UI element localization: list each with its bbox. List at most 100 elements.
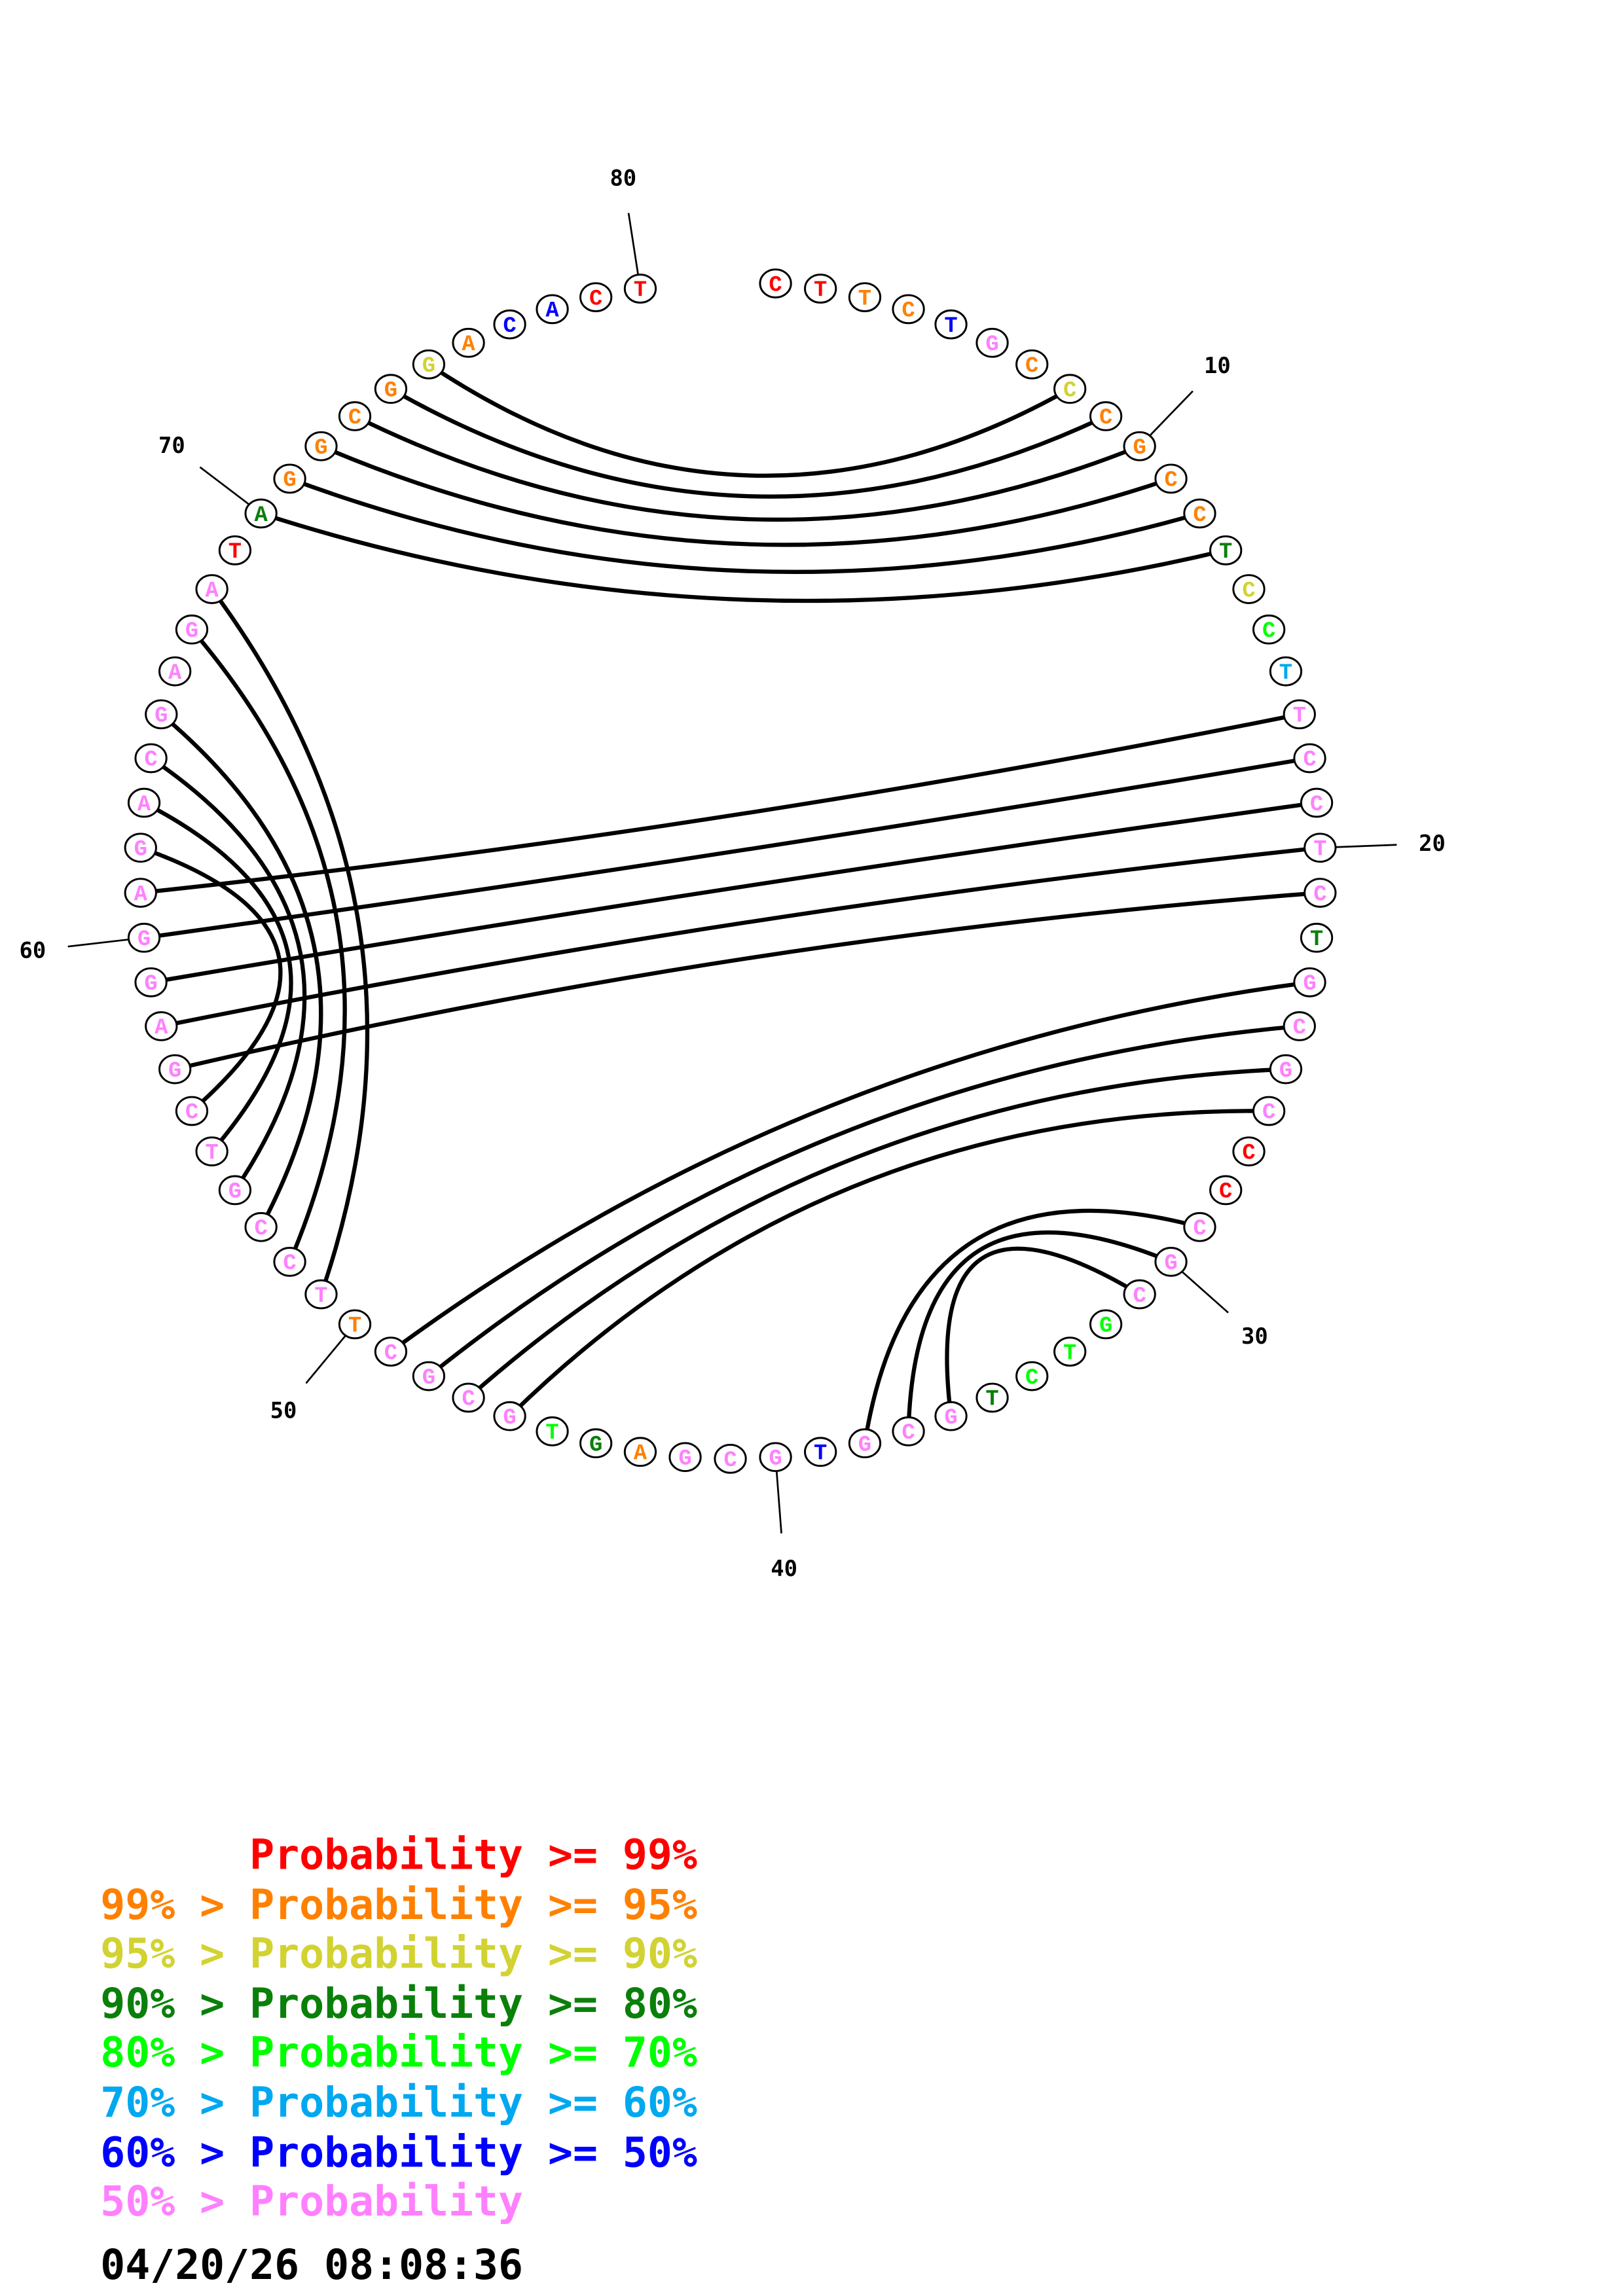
nucleotide-letter: C <box>1133 1284 1146 1309</box>
nucleotide-circle <box>848 282 882 312</box>
tick-leader-line <box>1181 1270 1229 1314</box>
tick-leader-line <box>1149 390 1194 437</box>
legend-line-p80: 90% > Probability >= 80% <box>100 1979 697 2028</box>
nucleotide-letter: G <box>134 837 147 862</box>
nucleotide-letter: C <box>1063 378 1076 403</box>
nucleotide-28: C <box>1209 1175 1243 1206</box>
nucleotide-circle <box>412 1361 446 1391</box>
nucleotide-letter: G <box>1303 972 1316 997</box>
nucleotide-2: T <box>804 274 837 304</box>
nucleotide-letter: C <box>1193 1217 1206 1242</box>
nucleotide-letter: T <box>1279 661 1292 686</box>
nucleotide-51: T <box>304 1279 338 1310</box>
nucleotide-74: G <box>374 374 408 404</box>
position-ticks: 10 20 30 40 50 60 70 80 <box>20 165 1446 1581</box>
base-pair-arc <box>143 756 1311 940</box>
base-pair-arcs <box>139 363 1321 1444</box>
nucleotide-circle <box>759 1442 792 1473</box>
probability-legend: Probability >= 99% 99% > Probability >= … <box>100 1830 697 2289</box>
nucleotide-letter: C <box>902 299 915 324</box>
nucleotide-letter: C <box>384 1341 397 1366</box>
base-pair-arc <box>390 980 1310 1354</box>
nucleotide-21: C <box>1304 878 1337 908</box>
nucleotide-42: G <box>668 1442 702 1473</box>
tick-label: 70 <box>158 433 185 458</box>
nucleotide-76: A <box>452 327 485 358</box>
nucleotide-letter: A <box>137 793 151 817</box>
nucleotide-10: G <box>1123 431 1156 461</box>
nucleotide-circle <box>218 1175 252 1206</box>
tick-label: 40 <box>771 1556 797 1581</box>
base-pair-arc <box>945 1246 1141 1417</box>
nucleotide-4: C <box>892 294 925 325</box>
nucleotide-letter: C <box>283 1251 296 1276</box>
nucleotide-letter: G <box>1099 1314 1112 1339</box>
nucleotide-letter: T <box>985 1388 998 1412</box>
nucleotide-circle <box>1304 878 1337 908</box>
nucleotide-ring: C T T CTGCCCGCCTCCTTCCTCTGCGCCCCGCGTCTGCGTG… <box>124 268 1337 1474</box>
nucleotide-22: T <box>1300 922 1334 953</box>
base-pair-arc <box>149 756 307 1192</box>
nucleotide-72: G <box>304 431 338 461</box>
nucleotide-circle <box>1252 1096 1286 1126</box>
nucleotide-17: T <box>1283 699 1316 730</box>
nucleotide-letter: C <box>1193 503 1206 528</box>
nucleotide-letter: T <box>1310 927 1323 952</box>
nucleotide-letter: T <box>545 1421 558 1446</box>
nucleotide-circle <box>1123 1279 1156 1310</box>
nucleotide-circle <box>623 1437 657 1467</box>
nucleotide-circle <box>124 833 157 863</box>
nucleotide-61: A <box>124 878 157 908</box>
nucleotide-circle <box>412 349 446 380</box>
nucleotide-circle <box>124 878 157 908</box>
nucleotide-circle <box>536 1416 569 1446</box>
nucleotide-29: C <box>1183 1211 1216 1242</box>
nucleotide-34: C <box>1015 1361 1049 1391</box>
nucleotide-55: T <box>195 1136 228 1167</box>
nucleotide-39: T <box>804 1437 837 1467</box>
nucleotide-letter: T <box>944 314 957 339</box>
legend-line-p90: 95% > Probability >= 90% <box>100 1929 697 1977</box>
tick-label: 80 <box>610 165 636 190</box>
nucleotide-59: G <box>134 967 168 997</box>
nucleotide-66: A <box>158 656 192 687</box>
nucleotide-31: C <box>1123 1279 1156 1310</box>
nucleotide-circle <box>892 294 925 325</box>
nucleotide-circle <box>1089 401 1123 431</box>
nucleotide-letter: C <box>1219 1180 1232 1205</box>
nucleotide-letter: G <box>422 354 435 379</box>
nucleotide-69: T <box>218 535 252 565</box>
legend-line-p60: 70% > Probability >= 60% <box>100 2078 697 2126</box>
nucleotide-letter: A <box>205 579 219 603</box>
nucleotide-letter: T <box>1063 1341 1076 1366</box>
nucleotide-letter: T <box>1313 837 1326 862</box>
nucleotide-circle <box>158 656 192 687</box>
nucleotide-circle <box>579 282 613 312</box>
nucleotide-circle <box>892 1416 925 1446</box>
timestamp: 04/20/26 08:08:36 <box>100 2240 523 2289</box>
base-pair-arc <box>428 363 1071 478</box>
tick-label: 50 <box>270 1397 297 1423</box>
nucleotide-letter: G <box>985 332 998 357</box>
nucleotide-letter: T <box>814 1442 827 1467</box>
nucleotide-41: C <box>714 1443 747 1474</box>
nucleotide-circle <box>1283 699 1316 730</box>
nucleotide-circle <box>934 1401 968 1431</box>
nucleotide-64: C <box>134 743 168 774</box>
nucleotide-32: G <box>1089 1309 1123 1340</box>
nucleotide-circle <box>1209 1175 1243 1206</box>
nucleotide-48: G <box>412 1361 446 1391</box>
nucleotide-letter: G <box>858 1433 871 1458</box>
nucleotide-letter: C <box>1164 469 1177 493</box>
nucleotide-letter: A <box>462 332 475 357</box>
nucleotide-43: A <box>623 1437 657 1467</box>
nucleotide-circle <box>493 309 526 340</box>
nucleotide-letter: C <box>769 273 782 298</box>
tick-leader-line <box>1334 844 1397 848</box>
base-pair-arc <box>139 846 283 1113</box>
nucleotide-letter: G <box>422 1366 435 1391</box>
nucleotide-letter: G <box>155 704 168 729</box>
base-pair-arc <box>151 800 1317 984</box>
nucleotide-80: T <box>623 274 657 304</box>
nucleotide-67: G <box>175 614 209 645</box>
